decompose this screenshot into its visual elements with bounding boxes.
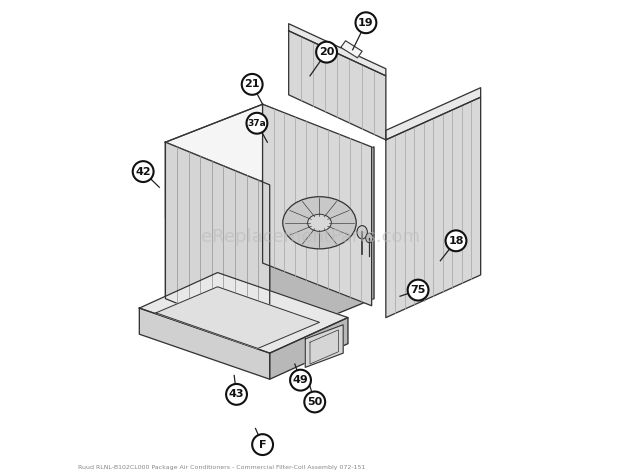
Circle shape xyxy=(446,230,466,251)
Circle shape xyxy=(407,280,428,301)
Ellipse shape xyxy=(308,214,331,231)
Polygon shape xyxy=(166,142,270,341)
Circle shape xyxy=(242,74,263,95)
Polygon shape xyxy=(305,325,343,367)
Circle shape xyxy=(355,12,376,33)
Ellipse shape xyxy=(366,233,373,243)
Text: 19: 19 xyxy=(358,18,374,28)
Text: 50: 50 xyxy=(307,397,322,407)
Text: 75: 75 xyxy=(410,285,426,295)
Circle shape xyxy=(133,161,154,182)
Polygon shape xyxy=(341,41,362,58)
Ellipse shape xyxy=(283,197,356,249)
Text: 43: 43 xyxy=(229,389,244,400)
Polygon shape xyxy=(166,142,270,341)
Polygon shape xyxy=(166,104,367,185)
Polygon shape xyxy=(263,104,371,306)
Circle shape xyxy=(247,113,267,134)
Text: Ruud RLNL-B102CL000 Package Air Conditioners - Commercial Filter-Coil Assembly 0: Ruud RLNL-B102CL000 Package Air Conditio… xyxy=(78,465,365,470)
Polygon shape xyxy=(289,31,386,140)
Polygon shape xyxy=(289,24,386,76)
Polygon shape xyxy=(270,147,374,341)
Polygon shape xyxy=(386,88,480,140)
Text: 42: 42 xyxy=(135,166,151,177)
Circle shape xyxy=(252,434,273,455)
Text: 18: 18 xyxy=(448,236,464,246)
Circle shape xyxy=(316,42,337,63)
Circle shape xyxy=(226,384,247,405)
Circle shape xyxy=(304,392,325,412)
Ellipse shape xyxy=(357,226,368,239)
Polygon shape xyxy=(140,308,270,379)
Text: 20: 20 xyxy=(319,47,334,57)
Text: 37a: 37a xyxy=(247,119,266,128)
Text: 21: 21 xyxy=(244,79,260,90)
Text: 49: 49 xyxy=(293,375,308,385)
Text: F: F xyxy=(259,439,267,450)
Polygon shape xyxy=(263,104,367,223)
Polygon shape xyxy=(140,273,348,353)
Polygon shape xyxy=(386,97,480,318)
Polygon shape xyxy=(166,104,263,218)
Text: eReplacementParts.com: eReplacementParts.com xyxy=(200,228,420,246)
Polygon shape xyxy=(270,318,348,379)
Circle shape xyxy=(290,370,311,391)
Polygon shape xyxy=(156,287,319,348)
